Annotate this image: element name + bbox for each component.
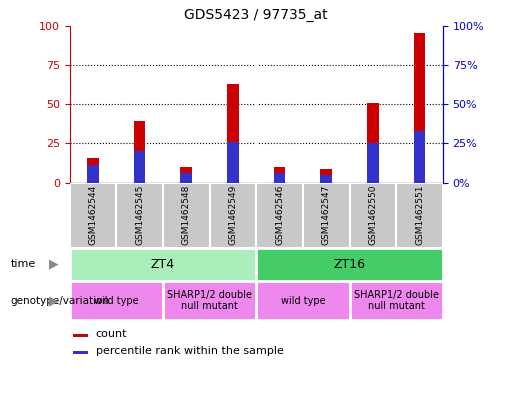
Text: GSM1462548: GSM1462548	[182, 185, 191, 245]
Bar	[350, 183, 396, 248]
Bar	[87, 158, 99, 183]
Bar	[87, 165, 99, 183]
Text: wild type: wild type	[94, 296, 139, 306]
Bar	[350, 281, 443, 320]
Bar	[73, 334, 88, 337]
Bar	[256, 248, 443, 281]
Text: percentile rank within the sample: percentile rank within the sample	[96, 345, 284, 356]
Bar	[227, 142, 239, 183]
Text: GSM1462544: GSM1462544	[89, 185, 97, 245]
Bar	[70, 281, 163, 320]
Bar	[134, 151, 145, 183]
Bar	[163, 281, 256, 320]
Bar	[396, 183, 443, 248]
Text: count: count	[96, 329, 127, 339]
Bar	[180, 173, 192, 183]
Bar	[320, 175, 332, 183]
Bar	[134, 121, 145, 183]
Text: time: time	[10, 259, 36, 269]
Text: GSM1462545: GSM1462545	[135, 185, 144, 245]
Text: GSM1462551: GSM1462551	[415, 185, 424, 245]
Bar	[303, 183, 350, 248]
Text: ▶: ▶	[49, 258, 59, 271]
Text: GSM1462549: GSM1462549	[228, 185, 237, 245]
Bar	[116, 183, 163, 248]
Text: GSM1462546: GSM1462546	[275, 185, 284, 245]
Bar	[273, 167, 285, 183]
Text: ▶: ▶	[49, 294, 59, 307]
Text: SHARP1/2 double
null mutant: SHARP1/2 double null mutant	[167, 290, 252, 311]
Bar	[273, 173, 285, 183]
Text: wild type: wild type	[281, 296, 325, 306]
Title: GDS5423 / 97735_at: GDS5423 / 97735_at	[184, 8, 328, 22]
Bar	[367, 143, 379, 183]
Text: genotype/variation: genotype/variation	[10, 296, 109, 306]
Bar	[414, 131, 425, 183]
Bar	[73, 351, 88, 354]
Bar	[414, 33, 425, 183]
Bar	[256, 183, 303, 248]
Text: ZT16: ZT16	[334, 258, 366, 271]
Bar	[256, 281, 350, 320]
Bar	[367, 103, 379, 183]
Bar	[180, 167, 192, 183]
Text: GSM1462547: GSM1462547	[322, 185, 331, 245]
Bar	[210, 183, 256, 248]
Bar	[163, 183, 210, 248]
Text: GSM1462550: GSM1462550	[368, 185, 377, 245]
Bar	[70, 183, 116, 248]
Text: ZT4: ZT4	[151, 258, 175, 271]
Bar	[70, 248, 256, 281]
Bar	[227, 84, 239, 183]
Text: SHARP1/2 double
null mutant: SHARP1/2 double null mutant	[354, 290, 439, 311]
Bar	[320, 169, 332, 183]
